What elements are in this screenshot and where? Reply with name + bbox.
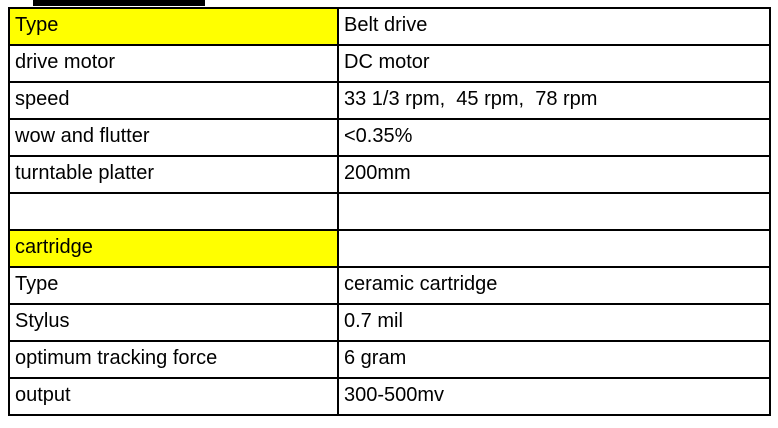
spec-label-cell: drive motor [8, 44, 339, 83]
spec-value-cell: ceramic cartridge [337, 266, 771, 305]
spec-label-cell [8, 192, 339, 231]
spec-label-cell: optimum tracking force [8, 340, 339, 379]
spec-value-cell: 6 gram [337, 340, 771, 379]
spec-label-cell: Type [8, 7, 339, 46]
table-row: drive motor DC motor [8, 44, 771, 83]
spec-value-cell: DC motor [337, 44, 771, 83]
spec-value-cell: 33 1/3 rpm, 45 rpm, 78 rpm [337, 81, 771, 120]
spec-label-cell: turntable platter [8, 155, 339, 194]
spec-label-cell: cartridge [8, 229, 339, 268]
spec-label-cell: output [8, 377, 339, 416]
table-row-section-header: cartridge [8, 229, 771, 268]
table-row: wow and flutter <0.35% [8, 118, 771, 157]
cropped-top-artifact-bar [33, 0, 205, 6]
table-row: Stylus 0.7 mil [8, 303, 771, 342]
spec-label-cell: Type [8, 266, 339, 305]
spec-value-cell [337, 192, 771, 231]
table-row: output 300-500mv [8, 377, 771, 416]
spec-value-cell: 200mm [337, 155, 771, 194]
spec-value-cell: <0.35% [337, 118, 771, 157]
spec-value-cell [337, 229, 771, 268]
spec-label-cell: Stylus [8, 303, 339, 342]
table-row: optimum tracking force 6 gram [8, 340, 771, 379]
spec-label-cell: speed [8, 81, 339, 120]
table-row: Type ceramic cartridge [8, 266, 771, 305]
spec-label-cell: wow and flutter [8, 118, 339, 157]
table-row-empty [8, 192, 771, 231]
spec-value-cell: 300-500mv [337, 377, 771, 416]
specifications-table: Type Belt drive drive motor DC motor spe… [8, 7, 771, 416]
table-row: turntable platter 200mm [8, 155, 771, 194]
table-row: Type Belt drive [8, 7, 771, 46]
table-row: speed 33 1/3 rpm, 45 rpm, 78 rpm [8, 81, 771, 120]
spec-value-cell: 0.7 mil [337, 303, 771, 342]
spec-value-cell: Belt drive [337, 7, 771, 46]
